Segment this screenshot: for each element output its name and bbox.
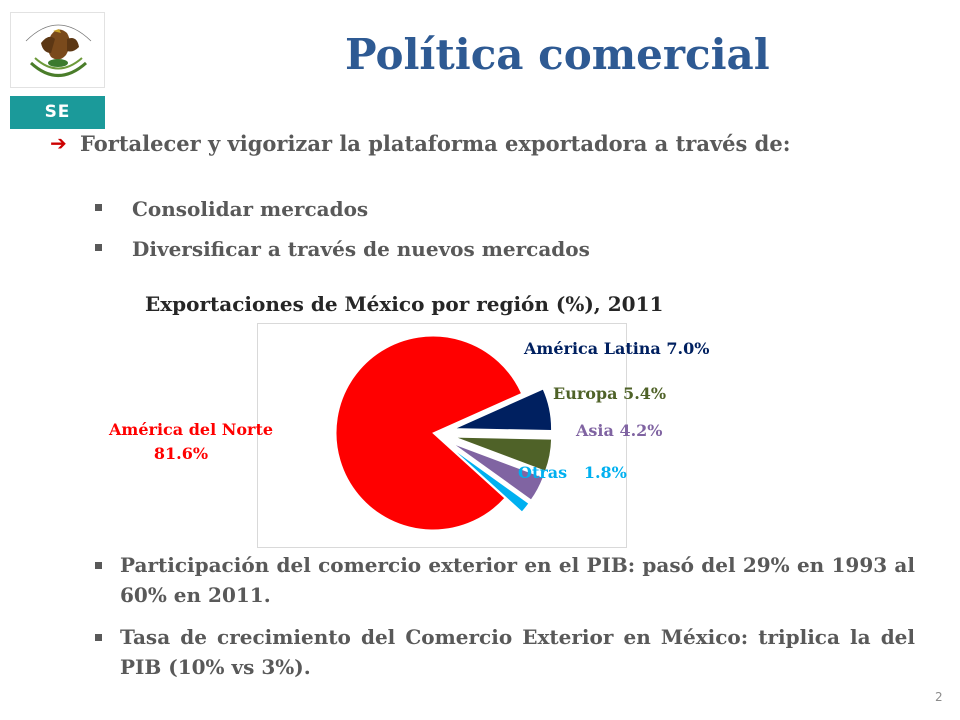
pie-slice-otras (449, 446, 530, 513)
pie-slice-américa-latina (454, 388, 553, 432)
pie-slice-asia (452, 442, 544, 501)
chart-plot-area (257, 323, 627, 548)
pie-slice-américa-del-norte (335, 335, 523, 531)
eagle-seal-icon (25, 24, 92, 77)
pie-slice-europa (454, 436, 553, 472)
se-logo: SE (10, 12, 105, 129)
label-america-norte-name: América del Norte (108, 420, 274, 439)
label-europa: Europa 5.4% (553, 384, 667, 403)
logo-divider (10, 88, 105, 96)
bullet-square-icon (95, 634, 102, 641)
main-bullet-text: Fortalecer y vigorizar la plataforma exp… (80, 131, 791, 156)
bullet-square-icon (95, 562, 102, 569)
mexican-coat-of-arms (10, 12, 105, 88)
bottom-bullet-2: Tasa de crecimiento del Comercio Exterio… (95, 622, 915, 682)
page-number: 2 (935, 690, 943, 704)
label-america-norte-value: 81.6% (153, 444, 209, 463)
main-bullet: ➔ Fortalecer y vigorizar la plataforma e… (50, 128, 948, 159)
bullet-square-icon (95, 204, 102, 211)
bottom-bullets: Participación del comercio exterior en e… (95, 550, 915, 694)
sub-bullet-text: Consolidar mercados (132, 197, 369, 221)
slide-title: Política comercial (345, 30, 770, 79)
label-asia: Asia 4.2% (576, 421, 663, 440)
arrow-right-icon: ➔ (50, 131, 67, 155)
label-america-latina: América Latina 7.0% (524, 339, 710, 358)
bullet-square-icon (95, 244, 102, 251)
label-otras: Otras 1.8% (518, 463, 627, 482)
bottom-bullet-text: Participación del comercio exterior en e… (120, 553, 915, 607)
sub-bullet-1: Consolidar mercados (95, 197, 368, 221)
bottom-bullet-text: Tasa de crecimiento del Comercio Exterio… (120, 625, 915, 679)
sub-bullet-text: Diversificar a través de nuevos mercados (132, 237, 590, 261)
sub-bullet-2: Diversificar a través de nuevos mercados (95, 237, 590, 261)
se-label: SE (10, 96, 105, 129)
bottom-bullet-1: Participación del comercio exterior en e… (95, 550, 915, 610)
label-america-norte: América del Norte 81.6% (91, 418, 291, 466)
chart-title: Exportaciones de México por región (%), … (145, 292, 664, 316)
